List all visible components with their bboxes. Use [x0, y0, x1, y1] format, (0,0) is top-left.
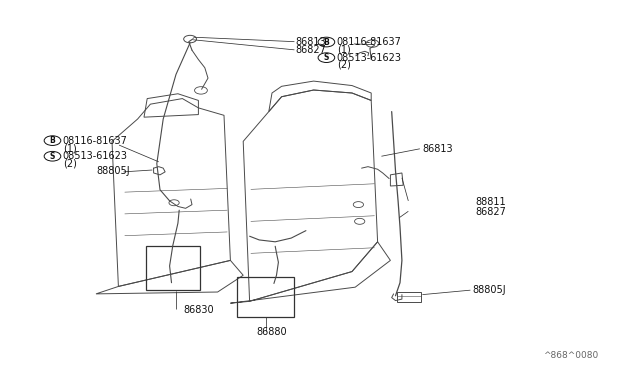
Bar [146, 246, 200, 290]
Text: (1): (1) [337, 44, 350, 54]
Text: B: B [50, 136, 55, 145]
Text: 86830: 86830 [184, 305, 214, 314]
Text: 88805J: 88805J [472, 285, 506, 295]
Text: 86827: 86827 [296, 45, 326, 55]
Text: 88805J: 88805J [96, 166, 130, 176]
Text: 88811: 88811 [475, 197, 506, 207]
Text: 08116-81637: 08116-81637 [337, 37, 401, 47]
Text: S: S [324, 53, 329, 62]
Text: ^868^0080: ^868^0080 [543, 351, 598, 360]
Text: 86813: 86813 [296, 37, 326, 46]
Text: B: B [324, 38, 329, 46]
Text: 08513-61623: 08513-61623 [63, 151, 128, 161]
Text: (2): (2) [63, 159, 77, 169]
Text: 86880: 86880 [256, 327, 287, 337]
Text: 08116-81637: 08116-81637 [63, 136, 127, 145]
Text: 86813: 86813 [422, 144, 453, 154]
Text: 08513-61623: 08513-61623 [337, 53, 402, 62]
Text: (1): (1) [63, 143, 76, 153]
Text: 86827: 86827 [475, 207, 506, 217]
Text: S: S [50, 152, 55, 161]
Text: (2): (2) [337, 60, 351, 70]
Bar [237, 277, 294, 317]
